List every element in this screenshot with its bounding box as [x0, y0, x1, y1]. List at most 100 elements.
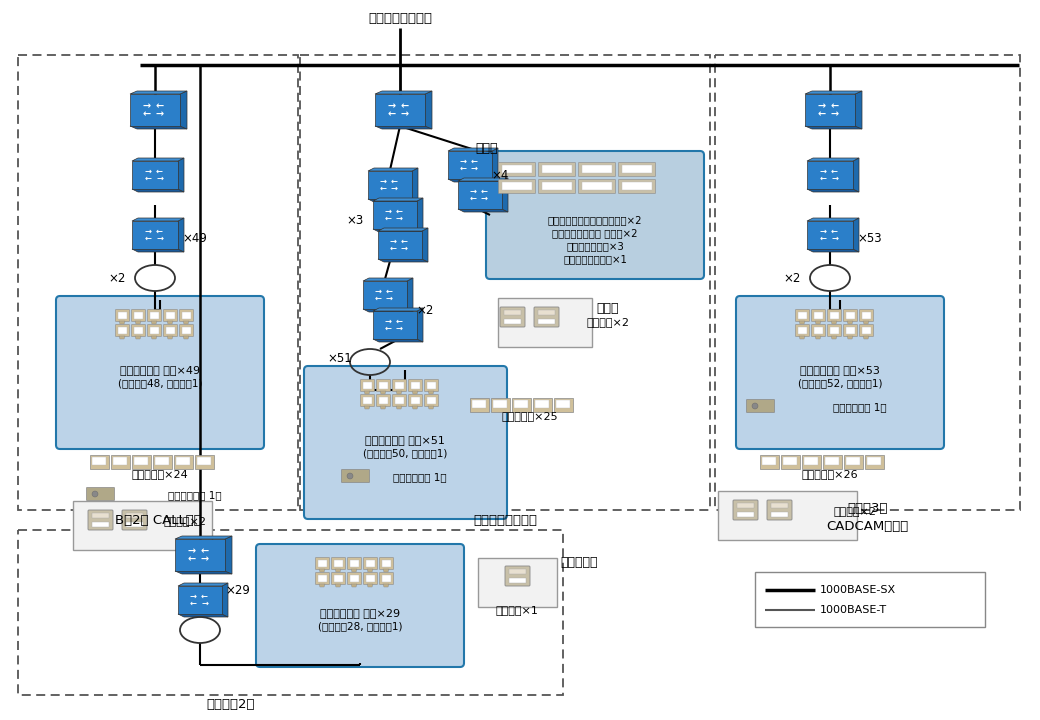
FancyBboxPatch shape [176, 457, 190, 465]
Text: ←: ← [401, 101, 409, 111]
Text: →: → [831, 234, 838, 243]
Text: 中間モニタ×25: 中間モニタ×25 [501, 411, 558, 421]
Text: 無停電電源装置×3: 無停電電源装置×3 [566, 241, 624, 251]
Polygon shape [352, 569, 357, 572]
Text: ←: ← [374, 294, 382, 303]
Circle shape [92, 491, 98, 497]
FancyBboxPatch shape [361, 379, 374, 392]
Polygon shape [807, 161, 853, 189]
FancyBboxPatch shape [843, 310, 858, 322]
FancyBboxPatch shape [619, 163, 655, 176]
FancyBboxPatch shape [379, 382, 388, 389]
Polygon shape [367, 584, 373, 587]
FancyBboxPatch shape [762, 457, 776, 465]
Circle shape [752, 403, 758, 409]
Polygon shape [178, 158, 184, 192]
Bar [18, 55, 298, 510]
FancyBboxPatch shape [759, 454, 779, 469]
Polygon shape [428, 391, 434, 394]
FancyBboxPatch shape [502, 165, 532, 173]
Polygon shape [368, 199, 418, 202]
Polygon shape [222, 583, 228, 617]
FancyBboxPatch shape [411, 382, 420, 389]
Polygon shape [119, 336, 125, 339]
FancyBboxPatch shape [830, 327, 839, 334]
FancyBboxPatch shape [864, 454, 884, 469]
Text: ←: ← [389, 244, 396, 253]
Polygon shape [425, 91, 432, 129]
Text: →: → [480, 194, 488, 203]
Text: 中間モニタ×24: 中間モニタ×24 [132, 469, 188, 479]
Polygon shape [417, 308, 423, 342]
Text: ←: ← [400, 237, 408, 246]
FancyBboxPatch shape [150, 327, 159, 334]
Polygon shape [458, 181, 502, 209]
FancyBboxPatch shape [73, 501, 212, 550]
Text: →: → [460, 157, 467, 166]
Polygon shape [805, 94, 855, 126]
FancyBboxPatch shape [798, 327, 807, 334]
Text: ×51: ×51 [328, 351, 353, 364]
Text: ←: ← [189, 599, 197, 608]
Text: →: → [201, 599, 208, 608]
FancyBboxPatch shape [382, 575, 391, 582]
Text: →: → [820, 167, 826, 176]
FancyBboxPatch shape [392, 395, 407, 407]
Bar [18, 530, 563, 695]
Text: →: → [831, 109, 839, 119]
FancyBboxPatch shape [578, 179, 616, 194]
Polygon shape [130, 94, 180, 126]
FancyBboxPatch shape [498, 179, 536, 194]
FancyBboxPatch shape [382, 560, 391, 567]
Text: ←: ← [391, 177, 398, 186]
FancyBboxPatch shape [334, 575, 343, 582]
Polygon shape [807, 221, 853, 249]
Text: →: → [469, 187, 476, 196]
Polygon shape [373, 311, 417, 339]
FancyBboxPatch shape [411, 397, 420, 404]
Text: プリンタ×2: プリンタ×2 [833, 506, 877, 516]
Text: →: → [817, 101, 826, 111]
FancyBboxPatch shape [771, 512, 788, 517]
Text: →: → [142, 101, 151, 111]
Text: ←: ← [480, 187, 488, 196]
FancyBboxPatch shape [395, 382, 404, 389]
Bar [755, 572, 985, 627]
Text: クライアント 端末×53: クライアント 端末×53 [800, 365, 880, 375]
Text: ×2: ×2 [416, 304, 434, 317]
FancyBboxPatch shape [505, 566, 530, 586]
Text: →: → [400, 244, 408, 253]
FancyBboxPatch shape [150, 312, 159, 319]
Polygon shape [396, 406, 402, 409]
Text: (学生卓上28, 教員卓上1): (学生卓上28, 教員卓上1) [318, 621, 402, 631]
FancyBboxPatch shape [182, 312, 191, 319]
Text: ←: ← [188, 554, 197, 564]
FancyBboxPatch shape [780, 454, 800, 469]
Polygon shape [853, 158, 859, 192]
FancyBboxPatch shape [553, 397, 572, 412]
FancyBboxPatch shape [163, 325, 178, 336]
Polygon shape [175, 571, 232, 574]
Polygon shape [373, 198, 423, 201]
FancyBboxPatch shape [514, 400, 528, 408]
FancyBboxPatch shape [486, 151, 704, 279]
Text: →: → [401, 109, 409, 119]
Polygon shape [853, 218, 859, 252]
Text: ドメインコントローラサーバ×2: ドメインコントローラサーバ×2 [548, 215, 643, 225]
Text: →: → [380, 177, 387, 186]
FancyBboxPatch shape [256, 544, 464, 667]
Text: ×53: ×53 [858, 232, 882, 245]
FancyBboxPatch shape [733, 500, 758, 520]
Text: ×2: ×2 [108, 271, 126, 284]
FancyBboxPatch shape [542, 182, 572, 190]
FancyBboxPatch shape [532, 397, 551, 412]
Polygon shape [448, 148, 498, 151]
Polygon shape [380, 406, 386, 409]
FancyBboxPatch shape [194, 454, 213, 469]
FancyBboxPatch shape [512, 397, 530, 412]
Polygon shape [151, 336, 157, 339]
FancyBboxPatch shape [131, 454, 151, 469]
FancyBboxPatch shape [332, 572, 345, 585]
Polygon shape [428, 406, 434, 409]
FancyBboxPatch shape [804, 457, 818, 465]
